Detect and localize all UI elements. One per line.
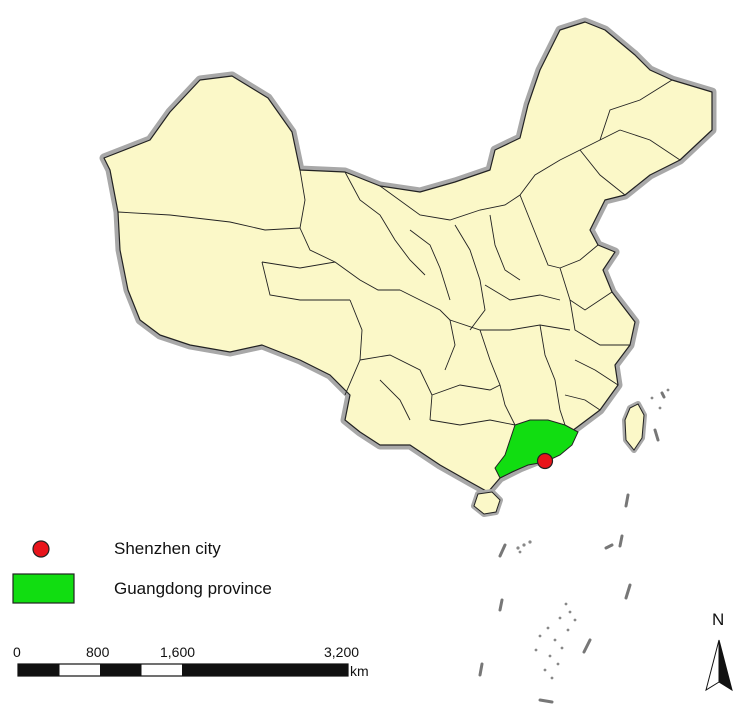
legend-province-row: Guangdong province: [12, 573, 272, 605]
south-china-sea-boundary: [478, 391, 666, 704]
hainan-island: [471, 489, 503, 517]
scale-tick-800: 800: [86, 644, 110, 660]
scale-tick-0: 0: [13, 644, 21, 660]
scale-tick-1600: 1,600: [160, 644, 196, 660]
province-swatch-icon: [12, 573, 75, 604]
south-china-sea-islands: [516, 388, 670, 680]
taiwan-island: [622, 401, 647, 453]
province-borders: [117, 79, 681, 426]
legend-city-label: Shenzhen city: [114, 539, 221, 558]
legend-city-row: Shenzhen city: [30, 538, 221, 560]
scale-bar: [17, 663, 349, 677]
north-arrow-icon: [705, 639, 733, 692]
shenzhen-city-marker: [536, 452, 554, 470]
north-label: N: [712, 610, 725, 629]
city-dot-icon: [32, 540, 50, 558]
legend-province-label: Guangdong province: [114, 579, 272, 598]
scale-unit: km: [350, 663, 369, 679]
scale-tick-3200: 3,200: [324, 644, 360, 660]
